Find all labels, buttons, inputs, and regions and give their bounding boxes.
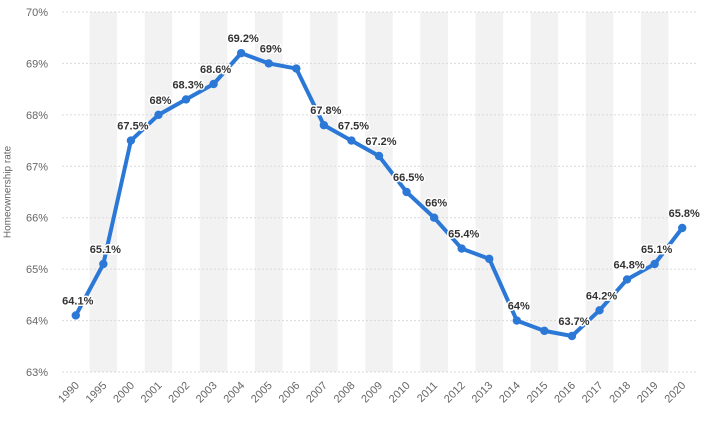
x-tick-label: 2005 <box>249 380 275 406</box>
data-label: 64.1% <box>62 295 93 307</box>
data-point <box>622 275 632 284</box>
data-label: 65.1% <box>90 244 121 256</box>
x-tick-label: 2020 <box>663 380 689 406</box>
data-point <box>71 311 80 320</box>
data-point <box>374 151 384 161</box>
data-label: 65.8% <box>669 208 700 220</box>
data-label: 67.5% <box>117 121 148 133</box>
y-tick-label: 65% <box>26 264 48 276</box>
x-tick-label: 2007 <box>304 380 330 406</box>
x-tick-label: 2018 <box>607 380 633 406</box>
data-label: 63.7% <box>558 316 589 328</box>
y-tick-label: 68% <box>26 110 48 122</box>
data-point <box>292 64 301 73</box>
data-point <box>209 79 218 89</box>
data-point <box>429 213 439 222</box>
x-tick-label: 2008 <box>332 380 358 406</box>
x-tick-label: 2010 <box>387 380 413 406</box>
data-point <box>126 136 136 145</box>
x-tick-label: 2009 <box>359 380 385 406</box>
column-band <box>640 12 669 372</box>
data-point <box>347 136 356 145</box>
data-label: 66.5% <box>393 172 424 184</box>
data-label: 67.5% <box>338 121 369 133</box>
data-point <box>154 110 163 120</box>
x-tick-label: 2006 <box>277 380 303 406</box>
data-label: 68.3% <box>172 79 203 91</box>
data-point <box>678 223 687 233</box>
data-label: 65.4% <box>448 229 479 241</box>
column-band <box>89 12 118 372</box>
data-point <box>485 254 494 264</box>
data-label: 69.2% <box>228 33 259 45</box>
data-label: 66% <box>425 198 447 210</box>
data-point <box>264 59 273 68</box>
data-label: 64.8% <box>613 259 644 271</box>
y-tick-label: 66% <box>26 213 48 225</box>
data-point <box>540 326 549 336</box>
x-tick-label: 1995 <box>84 380 110 406</box>
data-label: 69% <box>260 43 282 55</box>
data-point <box>319 120 329 130</box>
x-tick-label: 2011 <box>415 380 440 405</box>
data-label: 68.6% <box>200 64 231 76</box>
data-point <box>99 259 108 269</box>
x-tick-label: 2001 <box>139 380 165 406</box>
column-band <box>144 12 173 372</box>
x-tick-label: 2012 <box>442 380 468 406</box>
data-point <box>181 95 191 104</box>
data-point <box>650 259 659 269</box>
data-point <box>512 316 522 325</box>
data-point <box>402 187 411 197</box>
data-point <box>595 306 604 315</box>
data-label: 67.2% <box>365 136 396 148</box>
data-point <box>567 331 577 341</box>
y-axis-label-wrap: Homeownership rate <box>3 146 18 238</box>
data-label: 68% <box>149 95 171 107</box>
y-tick-label: 64% <box>26 316 48 328</box>
data-point <box>457 244 466 253</box>
x-tick-label: 2003 <box>194 380 220 406</box>
column-band <box>254 12 283 372</box>
column-band <box>365 12 393 372</box>
x-tick-label: 2013 <box>470 380 496 406</box>
column-band <box>475 12 504 372</box>
column-band <box>420 12 448 372</box>
data-point <box>236 48 246 58</box>
y-tick-label: 69% <box>26 58 48 70</box>
column-band <box>310 12 338 372</box>
x-tick-label: 2016 <box>552 380 578 406</box>
data-label: 64.2% <box>586 290 617 302</box>
y-tick-label: 63% <box>26 367 48 379</box>
x-tick-label: 2019 <box>635 380 661 406</box>
y-axis-label: Homeownership rate <box>2 145 14 239</box>
x-tick-label: 2017 <box>580 380 606 406</box>
x-tick-label: 2015 <box>525 380 551 406</box>
y-tick-label: 70% <box>26 7 48 19</box>
x-tick-label: 2000 <box>111 380 137 406</box>
x-tick-label: 1990 <box>56 380 82 406</box>
x-tick-label: 2014 <box>497 380 523 406</box>
x-tick-label: 2004 <box>221 380 247 406</box>
data-label: 64% <box>508 301 530 313</box>
data-label: 65.1% <box>641 244 672 256</box>
data-label: 67.8% <box>310 105 341 117</box>
y-tick-label: 67% <box>26 161 48 173</box>
x-tick-label: 2002 <box>166 380 192 406</box>
column-band <box>530 12 559 372</box>
